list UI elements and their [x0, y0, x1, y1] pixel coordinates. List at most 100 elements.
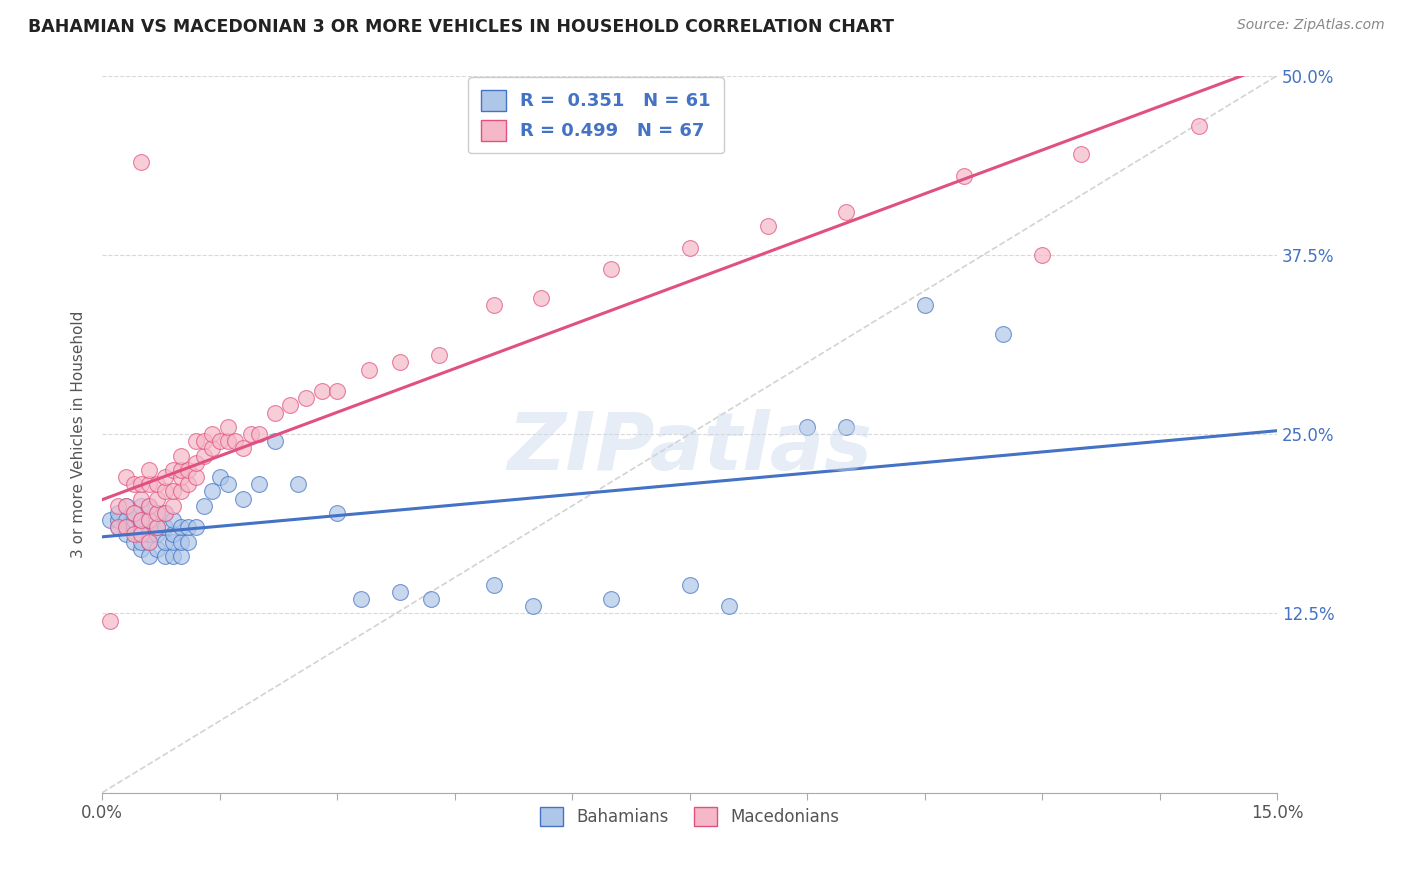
Point	[138, 463, 160, 477]
Point	[427, 348, 450, 362]
Point	[162, 549, 184, 563]
Point	[232, 491, 254, 506]
Point	[169, 463, 191, 477]
Point	[717, 599, 740, 614]
Point	[131, 491, 153, 506]
Text: Source: ZipAtlas.com: Source: ZipAtlas.com	[1237, 18, 1385, 32]
Point	[482, 298, 505, 312]
Point	[138, 513, 160, 527]
Point	[357, 362, 380, 376]
Point	[122, 513, 145, 527]
Point	[169, 470, 191, 484]
Point	[131, 527, 153, 541]
Point	[122, 534, 145, 549]
Point	[522, 599, 544, 614]
Point	[114, 520, 136, 534]
Point	[263, 434, 285, 449]
Point	[131, 499, 153, 513]
Point	[914, 298, 936, 312]
Point	[217, 420, 239, 434]
Point	[153, 506, 176, 520]
Point	[600, 592, 623, 607]
Point	[208, 470, 231, 484]
Point	[388, 585, 411, 599]
Point	[131, 154, 153, 169]
Point	[350, 592, 373, 607]
Point	[953, 169, 976, 183]
Point	[146, 520, 169, 534]
Point	[153, 534, 176, 549]
Point	[186, 520, 208, 534]
Point	[169, 534, 191, 549]
Point	[287, 477, 309, 491]
Point	[162, 527, 184, 541]
Point	[138, 513, 160, 527]
Point	[153, 470, 176, 484]
Point	[193, 434, 215, 449]
Point	[247, 427, 270, 442]
Point	[388, 355, 411, 369]
Point	[278, 398, 301, 412]
Text: ZIPatlas: ZIPatlas	[508, 409, 872, 487]
Point	[131, 534, 153, 549]
Point	[1031, 248, 1053, 262]
Point	[482, 577, 505, 591]
Point	[114, 527, 136, 541]
Point	[146, 527, 169, 541]
Point	[177, 463, 200, 477]
Point	[138, 527, 160, 541]
Point	[224, 434, 246, 449]
Point	[311, 384, 333, 398]
Point	[107, 499, 129, 513]
Point	[201, 484, 224, 499]
Point	[169, 549, 191, 563]
Point	[420, 592, 443, 607]
Point	[98, 614, 121, 628]
Point	[122, 506, 145, 520]
Point	[295, 391, 318, 405]
Point	[131, 477, 153, 491]
Point	[835, 204, 858, 219]
Point	[1070, 147, 1092, 161]
Legend: Bahamians, Macedonians: Bahamians, Macedonians	[531, 798, 848, 835]
Point	[98, 513, 121, 527]
Point	[131, 541, 153, 556]
Point	[530, 291, 553, 305]
Point	[146, 506, 169, 520]
Point	[107, 520, 129, 534]
Point	[138, 534, 160, 549]
Point	[131, 513, 153, 527]
Point	[162, 513, 184, 527]
Point	[796, 420, 818, 434]
Point	[201, 427, 224, 442]
Point	[835, 420, 858, 434]
Point	[326, 384, 349, 398]
Point	[217, 477, 239, 491]
Point	[107, 520, 129, 534]
Point	[193, 449, 215, 463]
Point	[131, 520, 153, 534]
Point	[193, 499, 215, 513]
Point	[146, 477, 169, 491]
Point	[114, 470, 136, 484]
Point	[114, 499, 136, 513]
Point	[131, 513, 153, 527]
Point	[122, 520, 145, 534]
Point	[217, 434, 239, 449]
Point	[138, 549, 160, 563]
Point	[153, 549, 176, 563]
Point	[114, 513, 136, 527]
Point	[169, 449, 191, 463]
Point	[991, 326, 1014, 341]
Point	[107, 513, 129, 527]
Point	[162, 534, 184, 549]
Point	[122, 506, 145, 520]
Point	[679, 577, 702, 591]
Text: BAHAMIAN VS MACEDONIAN 3 OR MORE VEHICLES IN HOUSEHOLD CORRELATION CHART: BAHAMIAN VS MACEDONIAN 3 OR MORE VEHICLE…	[28, 18, 894, 36]
Y-axis label: 3 or more Vehicles in Household: 3 or more Vehicles in Household	[72, 310, 86, 558]
Point	[122, 477, 145, 491]
Point	[162, 499, 184, 513]
Point	[169, 484, 191, 499]
Point	[177, 520, 200, 534]
Point	[114, 499, 136, 513]
